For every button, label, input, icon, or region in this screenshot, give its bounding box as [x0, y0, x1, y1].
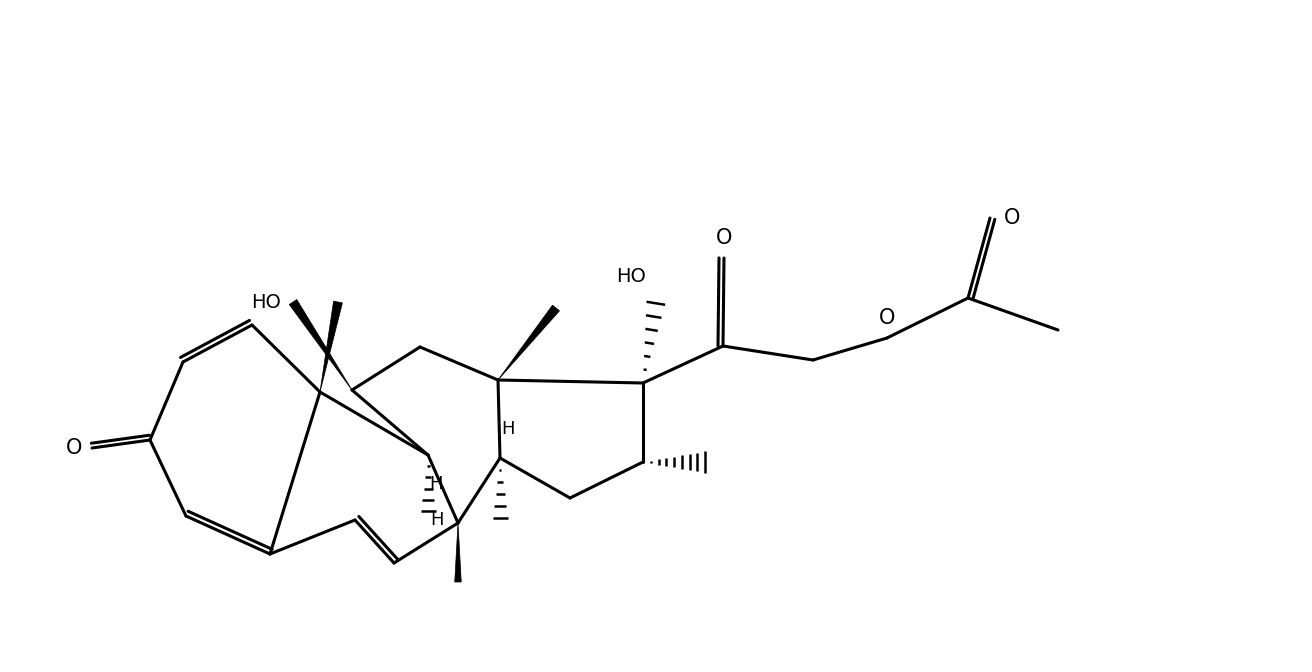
Text: O: O	[66, 438, 81, 458]
Text: H: H	[430, 511, 443, 529]
Text: HO: HO	[251, 292, 281, 312]
Polygon shape	[499, 305, 559, 380]
Text: O: O	[879, 308, 895, 328]
Text: H: H	[429, 475, 442, 493]
Text: O: O	[716, 228, 732, 248]
Polygon shape	[289, 300, 352, 390]
Text: O: O	[1004, 208, 1021, 228]
Text: H: H	[501, 420, 514, 438]
Text: HO: HO	[617, 267, 646, 286]
Polygon shape	[455, 523, 462, 582]
Polygon shape	[320, 301, 342, 392]
